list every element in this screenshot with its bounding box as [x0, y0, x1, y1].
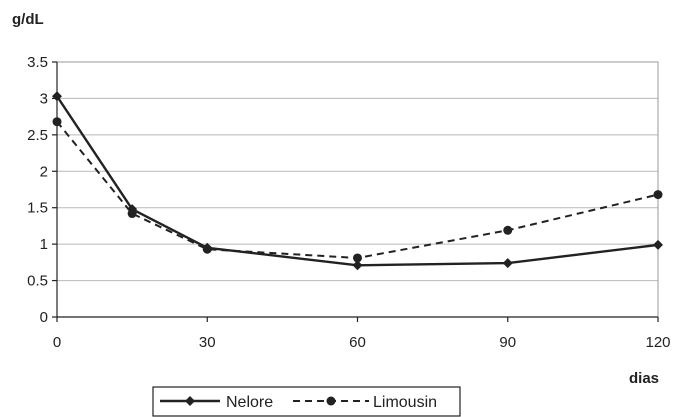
- series-line-limousin: [56, 121, 659, 259]
- x-tick-label-2: 60: [349, 334, 366, 351]
- legend-label-nelore: Nelore: [226, 394, 273, 411]
- series-limousin: [52, 117, 663, 263]
- x-tick-label-0: 0: [53, 334, 61, 351]
- plot-area-border: [56, 61, 659, 318]
- y-tick-label-4: 2: [40, 163, 48, 180]
- x-tick-label-4: 120: [645, 334, 670, 351]
- point-nelore-0: [52, 91, 62, 102]
- y-tick-label-6: 3: [40, 90, 48, 107]
- legend-items: Nelore Limousin: [160, 394, 437, 411]
- y-tick-label-0: 0: [40, 309, 48, 326]
- y-tick-labels: 0 0.5 1 1.5 2 2.5 3 3.5: [27, 54, 57, 326]
- y-tick-label-3: 1.5: [27, 200, 48, 217]
- series-group: [52, 91, 663, 271]
- y-axis-title: g/dL: [12, 11, 44, 28]
- point-limousin-2: [202, 244, 212, 254]
- y-tick-label-1: 0.5: [27, 273, 48, 290]
- x-tick-label-1: 30: [199, 334, 216, 351]
- legend-marker-nelore: [185, 396, 195, 406]
- series-nelore: [52, 91, 663, 271]
- legend-item-nelore: Nelore: [160, 394, 273, 411]
- x-tick-label-3: 90: [499, 334, 516, 351]
- y-tick-label-7: 3.5: [27, 54, 48, 71]
- x-axis-title: dias: [629, 370, 659, 387]
- series-line-nelore: [56, 95, 659, 267]
- point-limousin-4: [503, 225, 513, 235]
- legend-marker-limousin: [326, 396, 336, 406]
- y-tick-label-5: 2.5: [27, 127, 48, 144]
- legend-item-limousin: Limousin: [293, 394, 437, 411]
- point-limousin-0: [52, 117, 62, 127]
- y-tick-label-2: 1: [40, 236, 48, 253]
- point-limousin-5: [653, 190, 663, 200]
- legend: Nelore Limousin: [152, 386, 461, 417]
- point-nelore-5: [653, 239, 663, 250]
- grid-lines: [57, 61, 658, 282]
- point-nelore-4: [502, 258, 513, 269]
- point-limousin-1: [127, 209, 137, 219]
- x-tick-labels: 0 30 60 90 120: [53, 317, 671, 351]
- legend-label-limousin: Limousin: [373, 394, 437, 411]
- point-nelore-3: [352, 260, 363, 271]
- point-limousin-3: [353, 253, 362, 263]
- axes: [56, 62, 658, 318]
